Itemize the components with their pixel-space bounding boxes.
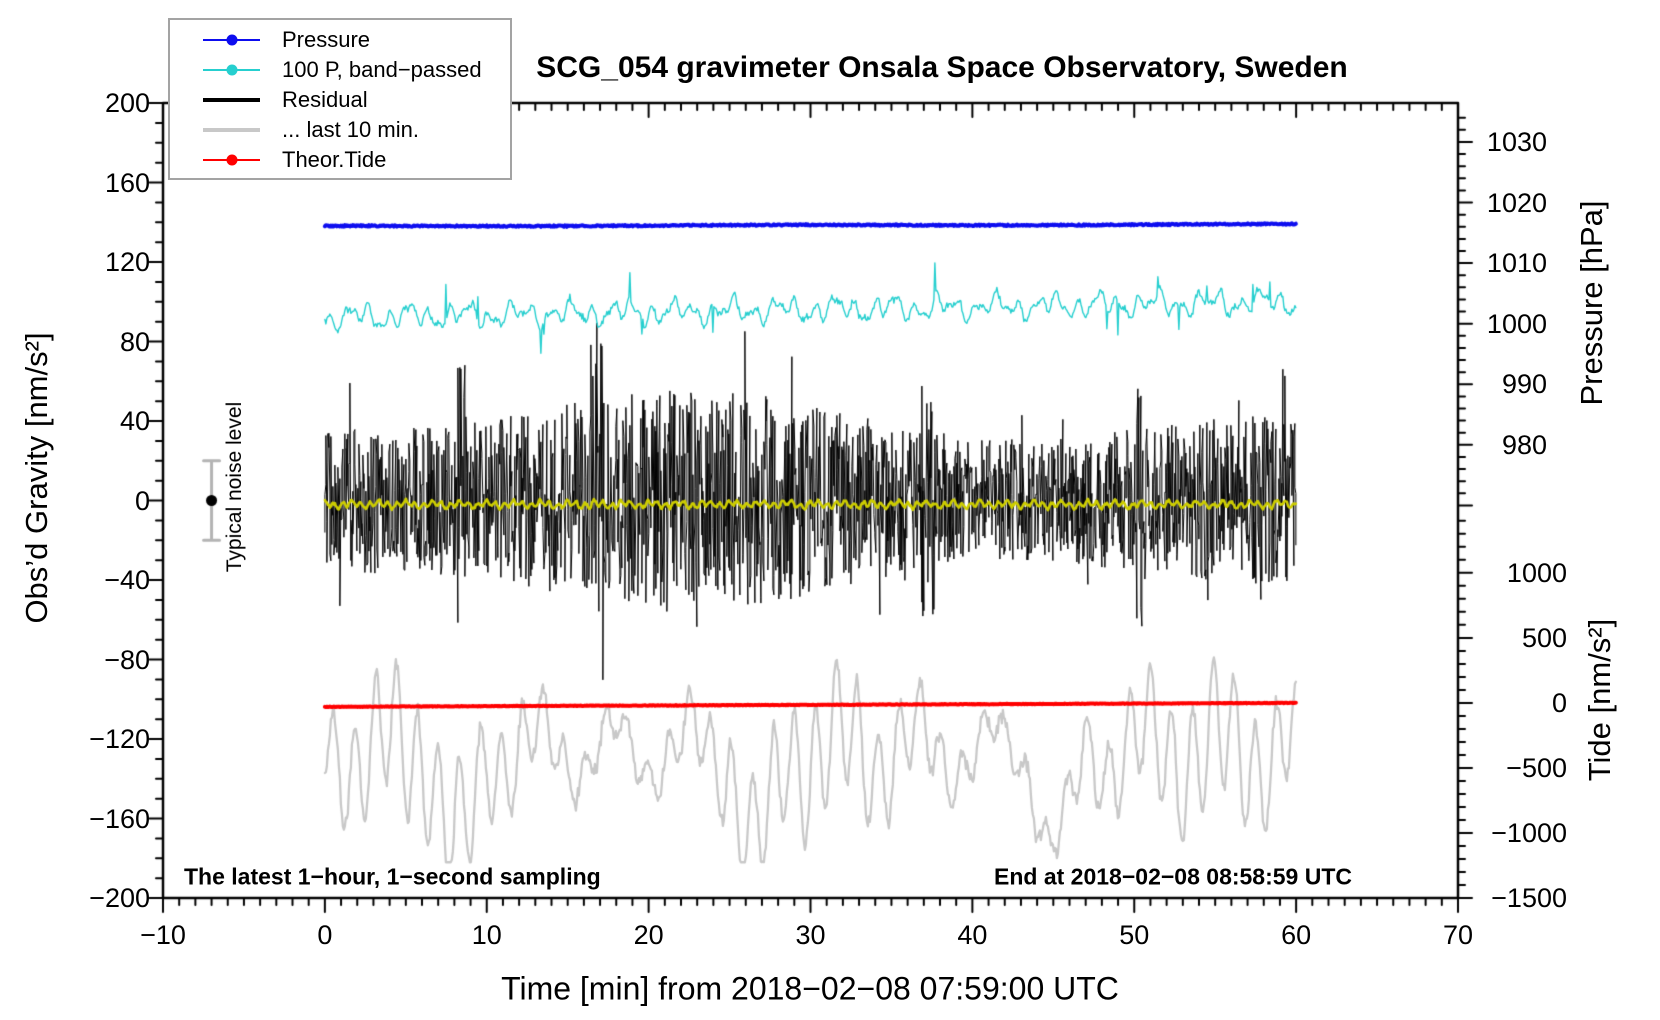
- y-axis-title-gravity: Obs’d Gravity [nm/s²]: [19, 332, 54, 624]
- x-tick-label: 70: [1442, 920, 1474, 950]
- legend-label-bandpassed: 100 P, band−passed: [282, 57, 482, 82]
- gravity-tick-label: 80: [119, 326, 150, 357]
- legend-item-last10min: ... last 10 min.: [203, 115, 510, 145]
- tide-tick-label: 0: [1551, 687, 1567, 718]
- pressure-tick-label: 1020: [1486, 187, 1547, 218]
- legend-label-theor-tide: Theor.Tide: [282, 147, 387, 172]
- tide-tick-label: −1500: [1491, 883, 1567, 913]
- legend: Pressure 100 P, band−passed Residual ...…: [168, 18, 512, 180]
- x-tick-label: 60: [1281, 920, 1312, 950]
- gravity-tick-label: −200: [89, 883, 150, 913]
- pressure-tick-label: 990: [1501, 369, 1547, 400]
- x-tick-label: 20: [633, 920, 664, 950]
- legend-item-theor-tide: Theor.Tide: [203, 145, 510, 175]
- tide-tick-label: −500: [1506, 752, 1567, 783]
- annotation-sampling: The latest 1−hour, 1−second sampling: [184, 863, 601, 890]
- pressure-tick-label: 1000: [1486, 308, 1547, 339]
- x-tick-label: −10: [140, 920, 186, 950]
- gravity-tick-label: −40: [104, 565, 150, 595]
- noise-level-label: Typical noise level: [223, 401, 246, 573]
- x-tick-label: 30: [795, 920, 826, 950]
- legend-item-residual: Residual: [203, 85, 510, 115]
- annotation-end-time: End at 2018−02−08 08:58:59 UTC: [994, 863, 1352, 890]
- gravity-tick-label: −160: [89, 803, 150, 834]
- tide-tick-label: 500: [1521, 622, 1567, 653]
- pressure-tick-label: 980: [1501, 429, 1547, 460]
- y-axis-title-pressure: Pressure [hPa]: [1574, 200, 1609, 406]
- gravity-tick-label: 0: [134, 485, 150, 516]
- gravity-tick-label: −120: [89, 724, 150, 754]
- x-tick-label: 10: [471, 920, 502, 950]
- legend-label-residual: Residual: [282, 87, 368, 112]
- legend-sample-theor-tide: [203, 153, 260, 167]
- x-tick-label: 50: [1119, 920, 1150, 950]
- gravity-tick-label: 200: [104, 88, 150, 118]
- gravity-tick-label: 120: [104, 247, 150, 277]
- legend-sample-last10min: [203, 123, 260, 137]
- gravity-tick-label: −80: [104, 644, 150, 675]
- x-axis-title: Time [min] from 2018−02−08 07:59:00 UTC: [501, 970, 1119, 1007]
- chart-title: SCG_054 gravimeter Onsala Space Observat…: [536, 51, 1348, 84]
- legend-label-pressure: Pressure: [282, 27, 371, 52]
- x-tick-label: 40: [957, 920, 988, 950]
- legend-sample-bandpassed: [203, 63, 260, 77]
- tide-tick-label: 1000: [1506, 557, 1567, 588]
- x-tick-label: 0: [317, 920, 333, 950]
- pressure-tick-label: 1030: [1486, 126, 1547, 157]
- pressure-tick-label: 1010: [1486, 248, 1547, 279]
- gravity-tick-label: 160: [104, 167, 150, 198]
- legend-item-bandpassed: 100 P, band−passed: [203, 55, 510, 85]
- gravity-tick-label: 40: [119, 406, 150, 436]
- legend-sample-pressure: [203, 33, 260, 47]
- legend-sample-residual: [203, 93, 260, 107]
- legend-label-last10min: ... last 10 min.: [282, 117, 419, 142]
- legend-item-pressure: Pressure: [203, 25, 510, 55]
- y-axis-title-tide: Tide [nm/s²]: [1582, 618, 1617, 782]
- tide-tick-label: −1000: [1491, 817, 1567, 848]
